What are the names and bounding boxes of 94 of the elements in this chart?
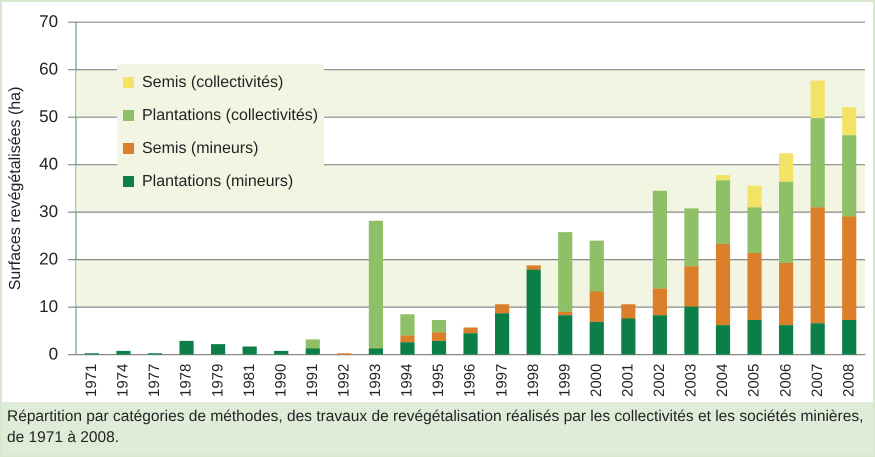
y-tick-label: 20 <box>39 249 58 268</box>
bar <box>495 304 510 314</box>
bar <box>842 216 856 320</box>
bar <box>558 232 572 312</box>
bar <box>558 315 572 355</box>
bar <box>368 220 383 348</box>
bar <box>779 153 794 182</box>
bar <box>432 340 446 355</box>
x-tick-label: 1997 <box>493 364 510 398</box>
x-tick-label: 2002 <box>651 364 668 398</box>
x-tick-label: 1999 <box>556 364 574 398</box>
bar <box>400 314 415 336</box>
bar <box>179 340 194 355</box>
bar <box>211 344 226 355</box>
x-tick-label: 1993 <box>367 364 384 398</box>
y-tick-label: 40 <box>39 154 58 174</box>
bar <box>463 333 478 355</box>
bar <box>463 328 478 334</box>
bar <box>684 306 699 355</box>
bar <box>652 190 667 289</box>
y-tick-label: 0 <box>48 344 58 364</box>
x-tick-label: 1981 <box>240 364 258 398</box>
bar <box>810 118 825 208</box>
bar <box>842 135 856 216</box>
bar <box>747 186 762 208</box>
x-tick-label: 1992 <box>335 364 352 398</box>
x-tick-label: 2000 <box>588 364 605 398</box>
bar <box>684 266 699 307</box>
x-tick-label: 1979 <box>209 364 226 398</box>
bar <box>779 182 794 263</box>
x-tick-label: 2003 <box>682 364 700 398</box>
bar <box>842 107 856 136</box>
bar <box>526 265 541 270</box>
bar <box>495 313 510 355</box>
bar <box>590 291 604 322</box>
bar <box>242 346 257 355</box>
bar <box>747 207 762 253</box>
x-tick-label: 2004 <box>714 364 732 398</box>
bar <box>432 332 446 341</box>
bar <box>842 320 856 355</box>
bar <box>368 348 383 355</box>
legend-label: Plantations (collectivités) <box>142 106 318 124</box>
bar <box>274 350 288 355</box>
y-tick-label: 30 <box>39 202 58 221</box>
bar <box>779 325 794 355</box>
x-tick-label: 2005 <box>746 364 763 398</box>
bar <box>590 322 604 355</box>
x-tick-label: 1995 <box>430 364 448 398</box>
x-tick-label: 1978 <box>178 364 195 398</box>
bar <box>306 339 320 348</box>
bar <box>747 320 762 355</box>
y-tick-label: 70 <box>39 12 58 31</box>
x-tick-label: 1991 <box>304 364 321 398</box>
bar <box>400 336 415 342</box>
bar <box>526 270 541 355</box>
x-tick-label: 1994 <box>398 364 416 398</box>
y-tick-label: 10 <box>39 296 58 316</box>
bar <box>747 253 762 320</box>
x-tick-label: 2007 <box>808 364 826 398</box>
x-tick-label: 1996 <box>462 364 479 398</box>
legend-label: Semis (mineurs) <box>142 140 258 158</box>
bar <box>716 244 730 326</box>
x-tick-label: 2008 <box>840 364 858 398</box>
legend-label: Semis (collectivités) <box>142 74 284 92</box>
bar <box>116 350 131 355</box>
bar <box>558 312 572 316</box>
y-axis-title: Surfaces revégétalisées (ha) <box>7 86 24 290</box>
text: Répartition par catégories de méthodes, des travaux de revégétalisation réalisés par les collectivités et les sociétés minières, de 1971 à 2008. <box>2 402 873 455</box>
bar <box>779 262 794 326</box>
y-tick-label: 60 <box>39 59 58 78</box>
x-tick-label: 2001 <box>619 364 636 398</box>
bar <box>306 348 320 355</box>
x-tick-label: 2006 <box>777 364 794 398</box>
x-tick-label: 1977 <box>146 364 164 398</box>
legend-label: Plantations (mineurs) <box>142 172 294 190</box>
bar <box>652 288 667 316</box>
bar <box>652 315 667 355</box>
bar <box>716 325 730 355</box>
bar <box>621 304 636 319</box>
x-tick-label: 1971 <box>83 364 100 398</box>
bar <box>590 240 604 292</box>
bar <box>810 207 825 324</box>
bar <box>810 323 825 355</box>
x-tick-label: 1998 <box>524 364 542 398</box>
y-tick-label: 50 <box>39 106 58 126</box>
bar <box>432 320 446 332</box>
bar <box>684 208 699 266</box>
bar <box>400 342 415 355</box>
bar <box>716 175 730 180</box>
bar <box>621 318 636 355</box>
bar <box>810 80 825 118</box>
x-tick-label: 1974 <box>114 364 132 398</box>
bar <box>716 180 730 244</box>
x-tick-label: 1990 <box>272 364 290 398</box>
